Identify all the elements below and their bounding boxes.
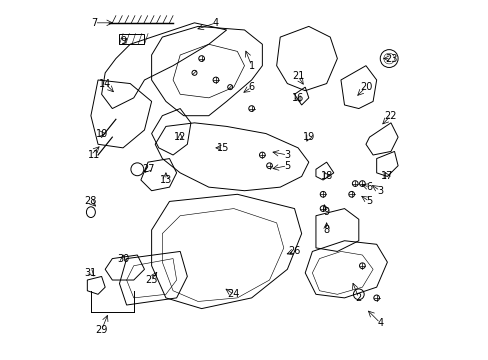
Text: 10: 10 — [95, 129, 107, 139]
Text: 26: 26 — [288, 247, 300, 256]
Text: 25: 25 — [145, 275, 158, 285]
Text: 27: 27 — [142, 164, 154, 174]
Text: 6: 6 — [248, 82, 254, 92]
Text: 1: 1 — [248, 61, 254, 71]
Text: 4: 4 — [212, 18, 219, 28]
Text: 3: 3 — [376, 186, 383, 196]
Text: 13: 13 — [160, 175, 172, 185]
Text: 19: 19 — [302, 132, 314, 142]
Text: 20: 20 — [359, 82, 371, 92]
Text: 11: 11 — [88, 150, 101, 160]
Text: 28: 28 — [84, 197, 97, 206]
Text: 16: 16 — [291, 93, 304, 103]
Text: 17: 17 — [381, 171, 393, 181]
Text: 23: 23 — [384, 54, 396, 64]
Text: 30: 30 — [117, 253, 129, 264]
Text: 12: 12 — [174, 132, 186, 142]
Text: 5: 5 — [284, 161, 290, 171]
Text: 8: 8 — [323, 225, 329, 235]
Text: 5: 5 — [366, 197, 372, 206]
Text: 14: 14 — [99, 78, 111, 89]
Text: 22: 22 — [384, 111, 396, 121]
Text: 31: 31 — [84, 268, 97, 278]
Text: 9: 9 — [323, 207, 329, 217]
Text: 6: 6 — [366, 182, 372, 192]
Text: 4: 4 — [376, 318, 383, 328]
Text: 24: 24 — [227, 289, 240, 299]
Text: 2: 2 — [355, 293, 361, 303]
Text: 18: 18 — [320, 171, 332, 181]
Text: 15: 15 — [217, 143, 229, 153]
Text: 9: 9 — [120, 36, 126, 46]
Text: 3: 3 — [284, 150, 290, 160]
Text: 21: 21 — [291, 71, 304, 81]
Text: 7: 7 — [91, 18, 98, 28]
Text: 29: 29 — [95, 325, 107, 335]
